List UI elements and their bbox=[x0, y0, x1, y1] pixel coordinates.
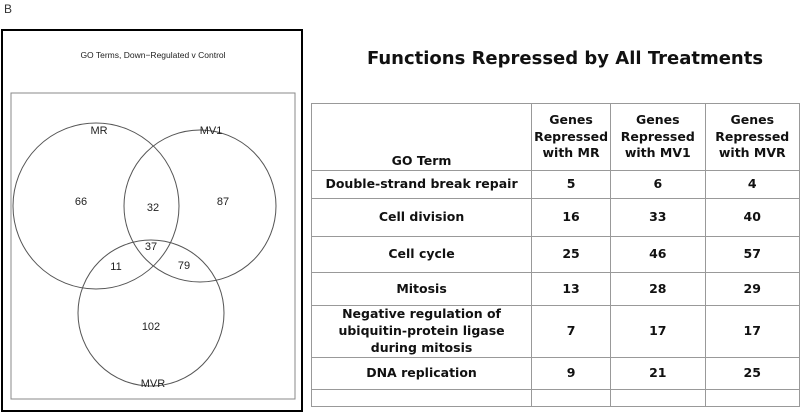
empty-cell bbox=[310, 388, 533, 407]
panel-label: B bbox=[4, 2, 13, 16]
region-count: 32 bbox=[147, 202, 159, 214]
region-count: 87 bbox=[217, 196, 229, 208]
table-row-cell: 16 bbox=[531, 198, 612, 237]
venn-panel: GO Terms, Down−Regulated v Control MR MV… bbox=[1, 29, 303, 412]
table: GO Term Genes Repressed with MR Genes Repr… bbox=[310, 103, 800, 407]
circle-mr bbox=[12, 122, 180, 290]
circles bbox=[12, 122, 277, 387]
table-row-cell: Double-strand break repair bbox=[310, 170, 533, 199]
empty-row bbox=[310, 388, 800, 407]
table-row-cell: 57 bbox=[704, 236, 800, 273]
set-label: MV1 bbox=[200, 125, 223, 137]
set-label: MR bbox=[90, 125, 107, 137]
table-row-cell: Cell division bbox=[310, 198, 533, 237]
header-row-cell: Genes Repressed with MV1 bbox=[610, 103, 706, 171]
table-row-cell: 33 bbox=[610, 198, 706, 237]
empty-cell bbox=[610, 388, 706, 407]
region-count: 11 bbox=[110, 261, 121, 273]
set-label: MVR bbox=[141, 378, 166, 390]
empty-cell bbox=[704, 388, 800, 407]
table-row: DNA replication 9 21 25 bbox=[310, 356, 800, 390]
header-row-cell: GO Term bbox=[310, 103, 533, 171]
empty-cell bbox=[531, 388, 612, 407]
table-row-cell: 25 bbox=[704, 356, 800, 390]
circle-mv1 bbox=[123, 129, 277, 283]
header-row-cell: Genes Repressed with MR bbox=[531, 103, 612, 171]
region-count: 37 bbox=[145, 241, 157, 253]
table-row-cell: Mitosis bbox=[310, 272, 533, 306]
table-row-cell: 29 bbox=[704, 272, 800, 306]
table-row: Cell cycle 25 46 57 bbox=[310, 236, 800, 273]
table-row: Negative regulation of ubiquitin-protein… bbox=[310, 305, 800, 358]
table-row-cell: 4 bbox=[704, 170, 800, 199]
table-row-cell: DNA replication bbox=[310, 356, 533, 390]
venn: GO Terms, Down−Regulated v Control MR MV… bbox=[10, 50, 296, 400]
table-row-cell: 6 bbox=[610, 170, 706, 199]
circle-mvr bbox=[77, 239, 225, 387]
table-row-cell: 17 bbox=[704, 305, 800, 358]
table-row-cell: 40 bbox=[704, 198, 800, 237]
table-row: Double-strand break repair 5 6 4 bbox=[310, 170, 800, 199]
table-row-cell: 28 bbox=[610, 272, 706, 306]
table-row-cell: 21 bbox=[610, 356, 706, 390]
table-row-cell: 7 bbox=[531, 305, 612, 358]
region-count: 79 bbox=[178, 260, 190, 272]
venn-frame bbox=[10, 92, 296, 400]
table-row: Mitosis 13 28 29 bbox=[310, 272, 800, 306]
table-row-cell: 25 bbox=[531, 236, 612, 273]
region-count: 66 bbox=[75, 196, 87, 208]
table-row-cell: 9 bbox=[531, 356, 612, 390]
table-row-cell: Cell cycle bbox=[310, 236, 533, 273]
table-row-cell: 5 bbox=[531, 170, 612, 199]
header-row-cell: Genes Repressed with MVR bbox=[704, 103, 800, 171]
table-row-cell: Negative regulation of ubiquitin-protein… bbox=[310, 305, 533, 358]
table-row: Cell division 16 33 40 bbox=[310, 198, 800, 237]
header-row: GO Term Genes Repressed with MR Genes Repr… bbox=[310, 103, 800, 171]
table-title: Functions Repressed by All Treatments bbox=[366, 48, 764, 69]
region-count: 102 bbox=[142, 321, 160, 333]
table-row-cell: 46 bbox=[610, 236, 706, 273]
table-row-cell: 17 bbox=[610, 305, 706, 358]
venn-title: GO Terms, Down−Regulated v Control bbox=[80, 50, 225, 60]
table-row-cell: 13 bbox=[531, 272, 612, 306]
